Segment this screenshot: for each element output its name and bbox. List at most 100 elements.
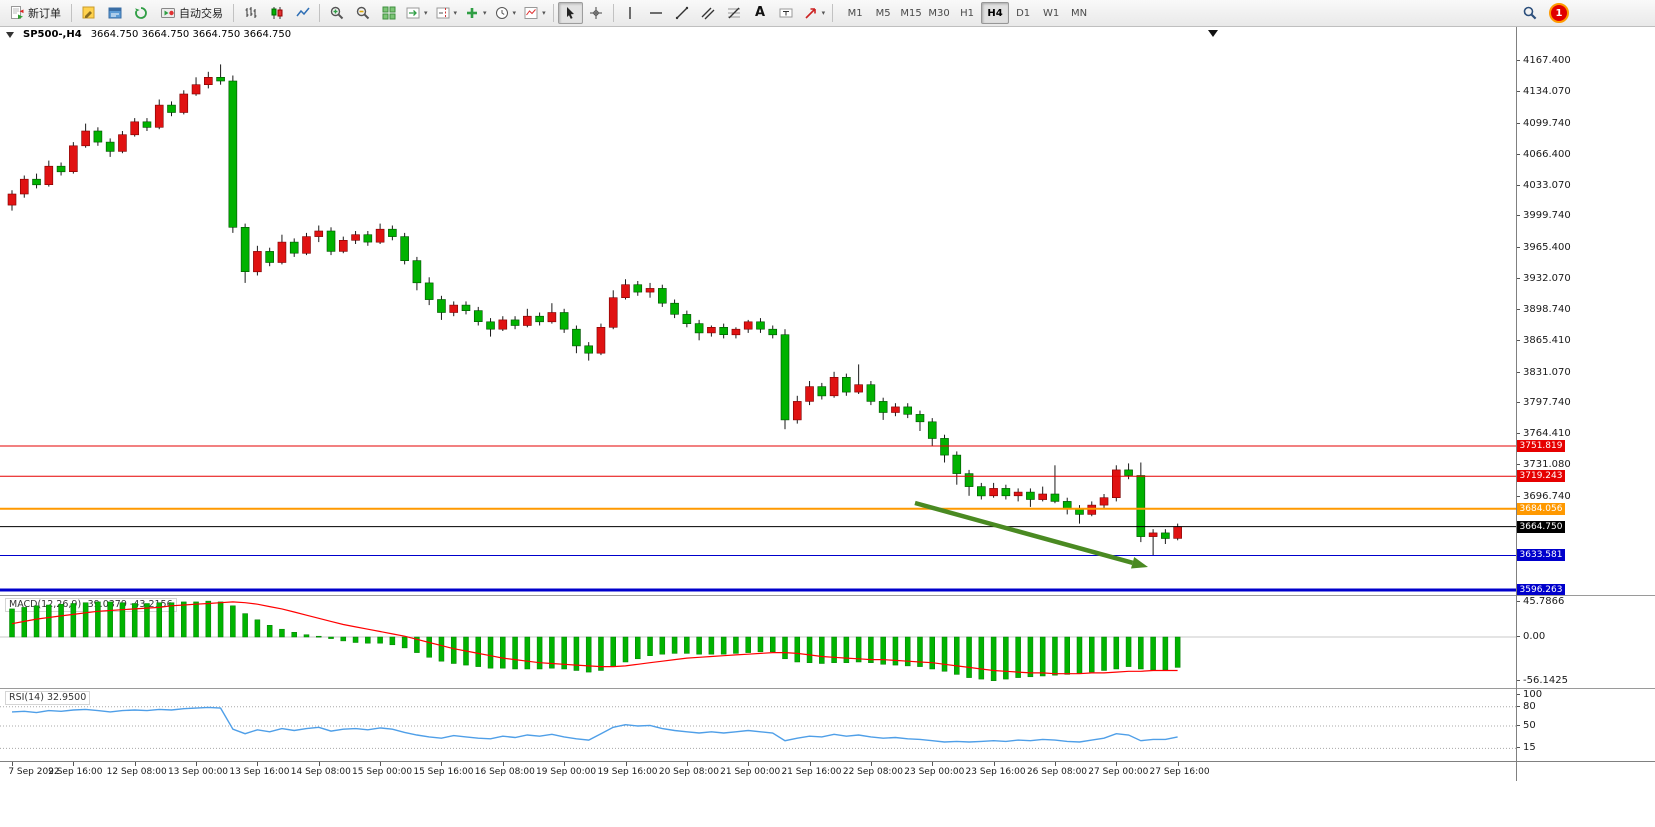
time-tick bbox=[809, 762, 811, 766]
text-tool-button[interactable]: A bbox=[748, 2, 773, 24]
candle bbox=[927, 418, 937, 446]
channel-tool-button[interactable] bbox=[696, 2, 721, 24]
timeframe-h1-button[interactable]: H1 bbox=[960, 7, 975, 19]
symbol-dropdown-icon[interactable] bbox=[6, 31, 14, 38]
strategy-tester-button[interactable] bbox=[128, 2, 153, 24]
macd-histogram-bar bbox=[1113, 636, 1120, 670]
auto-scroll-button[interactable]: ▾ bbox=[402, 2, 431, 24]
timeframe-m15-button[interactable]: M15 bbox=[900, 7, 922, 19]
candle bbox=[523, 308, 532, 328]
macd-histogram-bar bbox=[954, 636, 960, 675]
macd-histogram-bar bbox=[242, 613, 248, 638]
line-chart-button[interactable] bbox=[290, 2, 315, 24]
macd-histogram-bar bbox=[414, 636, 420, 653]
price-tick: 4167.400 bbox=[1516, 55, 1571, 67]
macd-histogram-bar bbox=[843, 636, 850, 663]
timeframe-m30-button[interactable]: M30 bbox=[928, 7, 950, 19]
vertical-line-tool-button[interactable] bbox=[618, 2, 643, 24]
trend-arrow[interactable] bbox=[914, 500, 1134, 565]
candle bbox=[682, 310, 692, 328]
periods-menu-button[interactable]: ▾ bbox=[491, 2, 520, 24]
timeframe-m1-button[interactable]: M1 bbox=[847, 7, 863, 19]
new-order-button[interactable]: 新订单 bbox=[3, 2, 67, 24]
time-axis[interactable]: 7 Sep 2022 9 Sep 16:00 12 Sep 08:00 13 Sep … bbox=[0, 761, 1655, 786]
price-tick: 3965.400 bbox=[1516, 242, 1571, 254]
fibonacci-tool-button[interactable] bbox=[722, 2, 747, 24]
toolbar-separator bbox=[552, 4, 554, 22]
macd-histogram-bar bbox=[917, 636, 923, 667]
time-label: 16 Sep 08:00 bbox=[474, 767, 535, 777]
candlestick-chart-button[interactable] bbox=[264, 2, 289, 24]
candle bbox=[375, 223, 385, 244]
macd-histogram-bar bbox=[33, 605, 40, 638]
dropdown-caret-icon: ▾ bbox=[483, 9, 487, 17]
time-label: 13 Sep 00:00 bbox=[167, 767, 229, 777]
autotrading-button[interactable]: 自动交易 bbox=[154, 2, 229, 24]
cursor-button[interactable] bbox=[557, 2, 583, 24]
timeframe-h4-button[interactable]: H4 bbox=[981, 2, 1010, 24]
macd-histogram-bar bbox=[46, 604, 52, 638]
chart-shift-button[interactable]: ▾ bbox=[432, 2, 461, 24]
tile-windows-button[interactable] bbox=[376, 2, 401, 24]
metaeditor-button[interactable] bbox=[76, 2, 101, 24]
zoom-in-button[interactable] bbox=[324, 2, 349, 24]
template-icon bbox=[524, 7, 538, 19]
price-tick: 3731.080 bbox=[1516, 459, 1571, 471]
candle bbox=[326, 227, 336, 256]
zoom-out-button[interactable] bbox=[350, 2, 375, 24]
candle bbox=[1050, 465, 1060, 504]
candle bbox=[302, 232, 311, 256]
dropdown-caret-icon: ▾ bbox=[453, 9, 458, 17]
terminal-button[interactable] bbox=[102, 2, 127, 24]
macd-histogram-bar bbox=[107, 601, 113, 638]
chart-shift-marker[interactable] bbox=[1208, 30, 1218, 37]
templates-menu-button[interactable]: ▾ bbox=[520, 2, 549, 24]
time-tick bbox=[932, 762, 934, 766]
vertical-line-icon bbox=[629, 7, 631, 19]
candle bbox=[204, 71, 213, 89]
time-label: 9 Sep 16:00 bbox=[48, 767, 103, 777]
toolbar-separator bbox=[233, 4, 234, 22]
macd-histogram-bar bbox=[131, 603, 138, 638]
panel-separator[interactable] bbox=[0, 688, 1655, 689]
candle bbox=[338, 236, 348, 254]
timeframe-w1-button[interactable]: W1 bbox=[1042, 7, 1060, 19]
candle bbox=[584, 342, 593, 361]
macd-histogram-bar bbox=[119, 602, 126, 638]
chart-title-strip: SP500-,H4 3664.750 3664.750 3664.750 366… bbox=[0, 28, 1516, 41]
macd-histogram-bar bbox=[892, 636, 899, 666]
indicators-menu-button[interactable]: ▾ bbox=[461, 2, 490, 24]
time-label: 23 Sep 16:00 bbox=[965, 767, 1026, 777]
macd-histogram-bar bbox=[782, 636, 788, 660]
price-tag: 3719.243 bbox=[1517, 470, 1565, 483]
ohlc-bars-button[interactable] bbox=[238, 2, 263, 24]
crosshair-button[interactable] bbox=[584, 2, 609, 24]
trendline-tool-button[interactable] bbox=[670, 2, 695, 24]
candle bbox=[118, 131, 127, 154]
candle bbox=[154, 99, 164, 130]
arrows-menu-button[interactable]: ▾ bbox=[800, 2, 829, 24]
timeframe-d1-button[interactable]: D1 bbox=[1016, 7, 1031, 19]
panel-separator[interactable] bbox=[0, 595, 1655, 596]
macd-histogram-bar bbox=[500, 636, 506, 669]
candle bbox=[486, 318, 495, 337]
chart-shift-icon bbox=[436, 7, 450, 19]
candle bbox=[952, 451, 962, 485]
price-tick: 4033.070 bbox=[1516, 179, 1571, 191]
candle bbox=[461, 301, 471, 315]
timeframe-m5-button[interactable]: M5 bbox=[875, 7, 891, 19]
search-button[interactable] bbox=[1517, 2, 1542, 24]
candle bbox=[32, 173, 41, 189]
price-tick: 3932.070 bbox=[1516, 273, 1571, 285]
candle bbox=[1001, 484, 1011, 500]
macd-axis: 45.7866 0.00 -56.1425 bbox=[1515, 596, 1655, 688]
text-label-tool-button[interactable] bbox=[774, 2, 799, 24]
notification-badge[interactable]: 1 bbox=[1549, 3, 1569, 23]
macd-histogram-bar bbox=[512, 636, 518, 670]
candle bbox=[854, 364, 863, 394]
horizontal-line-tool-button[interactable] bbox=[644, 2, 669, 24]
timeframe-mn-button[interactable]: MN bbox=[1071, 7, 1088, 19]
time-tick bbox=[380, 762, 382, 766]
candle bbox=[1124, 463, 1133, 480]
macd-tick: 0.00 bbox=[1515, 631, 1546, 642]
